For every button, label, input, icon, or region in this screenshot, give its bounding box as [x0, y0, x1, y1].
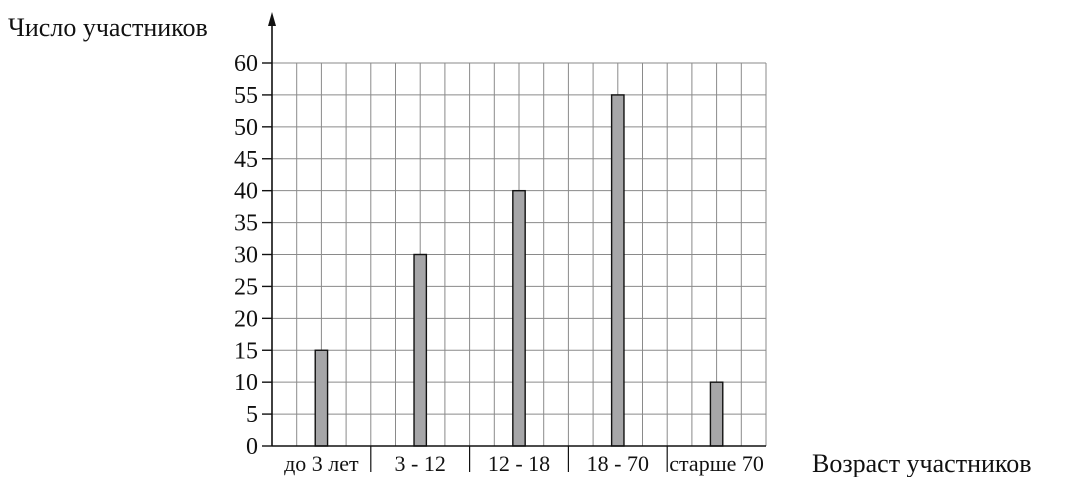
x-category-label: 3 - 12 [395, 451, 446, 476]
y-ticks: 0 5 10 15 20 25 30 35 40 45 50 55 60 [234, 51, 272, 460]
y-tick-label: 55 [234, 83, 258, 109]
x-category-label: 12 - 18 [488, 451, 550, 476]
y-tick-label: 30 [234, 243, 258, 269]
y-axis-arrow-icon [268, 12, 276, 26]
x-category-label: 18 - 70 [587, 451, 649, 476]
bar [314, 349, 329, 447]
x-category-labels: до 3 лет 3 - 12 12 - 18 18 - 70 старше 70 [284, 446, 764, 476]
y-axis-title: Число участников [8, 13, 208, 42]
bar [709, 381, 724, 447]
axes [268, 12, 766, 447]
y-tick-label: 15 [234, 338, 258, 364]
y-tick-label: 50 [234, 115, 258, 141]
bar [512, 189, 526, 447]
x-axis-title: Возраст участников [812, 449, 1032, 477]
y-tick-label: 45 [234, 147, 258, 173]
y-tick-label: 60 [234, 51, 258, 77]
y-tick-label: 35 [234, 211, 258, 237]
y-tick-label: 10 [234, 370, 258, 396]
y-tick-label: 0 [246, 434, 258, 460]
y-tick-label: 25 [234, 274, 258, 300]
y-tick-label: 5 [246, 402, 258, 428]
y-tick-label: 20 [234, 306, 258, 332]
y-tick-label: 40 [234, 179, 258, 205]
bar [413, 253, 428, 447]
x-category-label: до 3 лет [284, 451, 359, 476]
x-category-label: старше 70 [669, 451, 764, 476]
bar [610, 94, 625, 447]
